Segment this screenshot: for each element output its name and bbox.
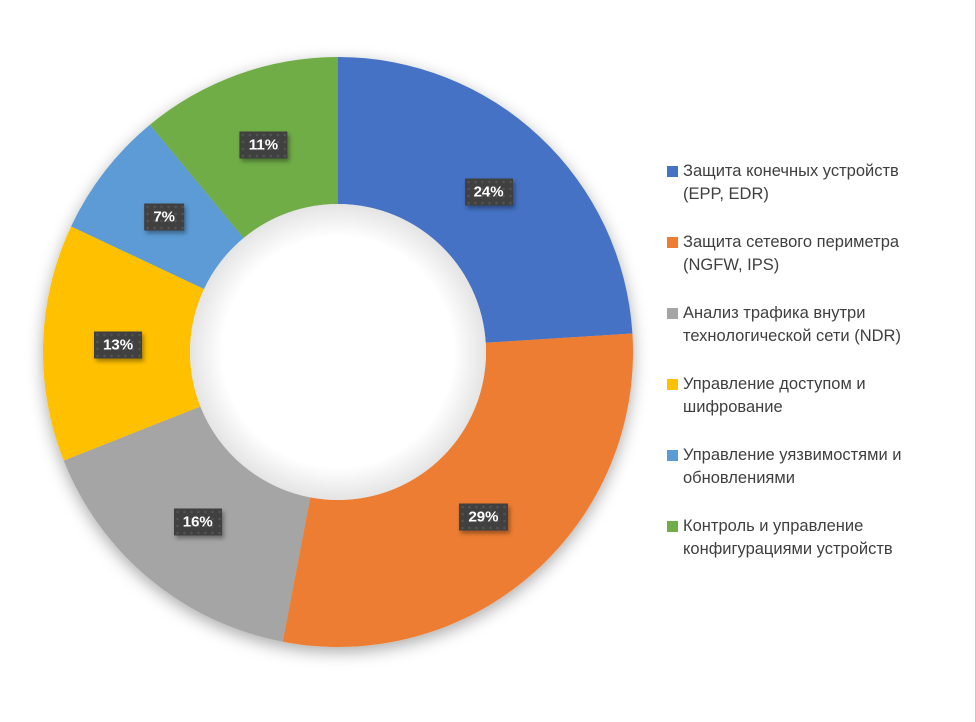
pie-slice-1: [282, 333, 633, 647]
legend-item-3: Управление доступом и шифрование: [667, 373, 972, 419]
legend-marker-icon: [667, 237, 678, 248]
data-label-2: 16%: [173, 508, 222, 535]
legend-item-2: Анализ трафика внутри технологической сет…: [667, 302, 972, 348]
legend-marker-icon: [667, 450, 678, 461]
data-label-4: 7%: [144, 203, 184, 231]
data-label-5: 11%: [239, 131, 288, 159]
legend-item-label: Контроль и управление конфигурациями устр…: [683, 517, 893, 558]
legend-marker-icon: [667, 308, 678, 319]
legend-item-0: Защита конечных устройств (EPP, EDR): [667, 160, 972, 206]
data-label-1: 29%: [459, 503, 508, 531]
donut-hole: [190, 204, 486, 500]
legend-item-label: Защита конечных устройств (EPP, EDR): [683, 162, 899, 203]
legend-item-label: Управление уязвимостями и обновлениями: [683, 446, 902, 487]
legend-marker-icon: [667, 166, 678, 177]
donut-chart: [43, 57, 633, 647]
data-label-3: 13%: [94, 331, 143, 359]
legend: Защита конечных устройств (EPP, EDR) Защит…: [667, 160, 972, 586]
data-label-0: 24%: [464, 178, 513, 206]
legend-item-label: Анализ трафика внутри технологической сет…: [683, 304, 901, 345]
legend-marker-icon: [667, 379, 678, 390]
legend-item-1: Защита сетевого периметра (NGFW, IPS): [667, 231, 972, 277]
legend-item-label: Защита сетевого периметра (NGFW, IPS): [683, 233, 900, 274]
legend-marker-icon: [667, 521, 678, 532]
legend-item-4: Управление уязвимостями и обновлениями: [667, 444, 972, 490]
legend-item-label: Управление доступом и шифрование: [683, 375, 866, 416]
legend-item-5: Контроль и управление конфигурациями устр…: [667, 515, 972, 561]
